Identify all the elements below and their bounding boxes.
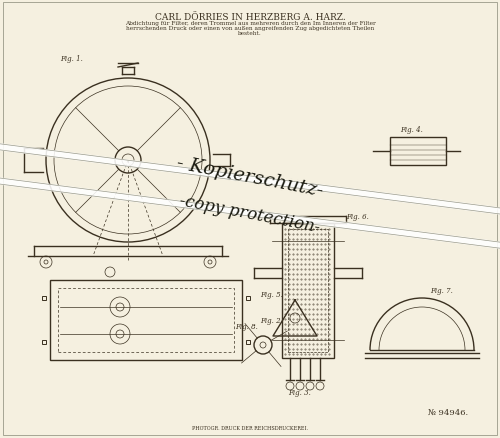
Text: -copy protection-: -copy protection- bbox=[178, 191, 322, 236]
Bar bbox=[58, 288, 234, 352]
Text: Fig. 8.: Fig. 8. bbox=[235, 322, 258, 330]
Text: Fig. 6.: Fig. 6. bbox=[346, 212, 369, 220]
Text: Fig. 2.: Fig. 2. bbox=[260, 316, 283, 324]
Text: Fig. 5.: Fig. 5. bbox=[260, 290, 283, 298]
Polygon shape bbox=[0, 171, 500, 255]
Text: besteht.: besteht. bbox=[238, 31, 262, 36]
Text: - Kopierschutz-: - Kopierschutz- bbox=[175, 154, 325, 200]
Text: Fig. 3.: Fig. 3. bbox=[288, 388, 311, 396]
Text: CARL DÖRRIES IN HERZBERG A. HARZ.: CARL DÖRRIES IN HERZBERG A. HARZ. bbox=[154, 13, 346, 22]
Polygon shape bbox=[0, 138, 500, 222]
Text: Fig. 7.: Fig. 7. bbox=[430, 286, 453, 294]
Bar bbox=[282, 223, 334, 358]
Text: herrschenden Druck oder einen von außen angreifenden Zug abgedichteten Theilen: herrschenden Druck oder einen von außen … bbox=[126, 26, 374, 31]
Text: № 94946.: № 94946. bbox=[428, 408, 468, 416]
Text: PHOTOGR. DRUCK DER REICHSDRUCKEREI.: PHOTOGR. DRUCK DER REICHSDRUCKEREI. bbox=[192, 425, 308, 430]
Text: Abdichtung für Filter, deren Trommel aus mehreren durch den Im Inneren der Filte: Abdichtung für Filter, deren Trommel aus… bbox=[124, 21, 376, 26]
Text: Fig. 1.: Fig. 1. bbox=[60, 55, 83, 63]
Bar bbox=[288, 230, 328, 352]
Text: Fig. 4.: Fig. 4. bbox=[400, 126, 423, 134]
Bar bbox=[50, 280, 242, 360]
Bar bbox=[390, 138, 446, 166]
